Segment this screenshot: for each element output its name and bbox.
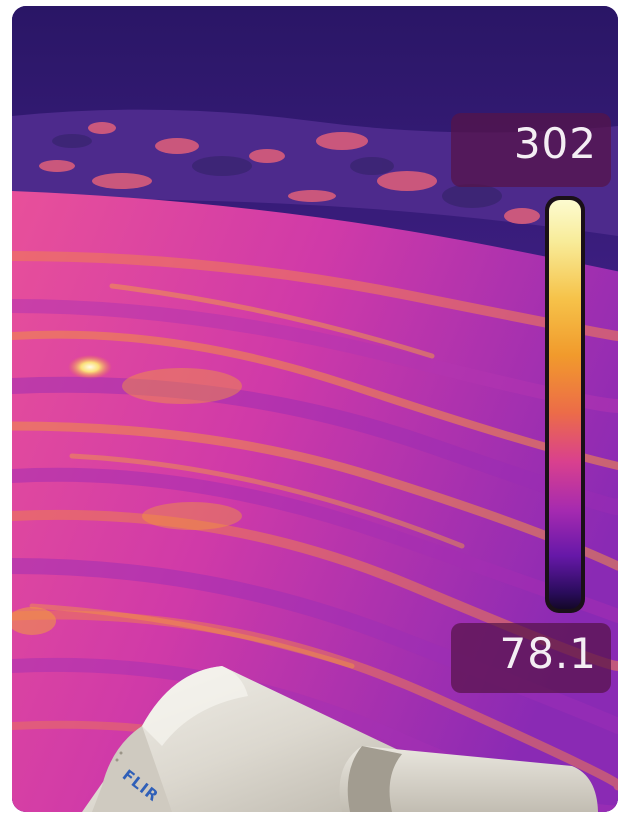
max-temperature-readout: 302 <box>451 113 611 187</box>
camera-housing <box>82 666 598 812</box>
warm-patch <box>12 607 56 635</box>
warm-patch <box>142 502 242 530</box>
hot-spot <box>68 355 112 379</box>
warm-patch <box>122 368 242 404</box>
distant-cool-patches <box>52 134 502 208</box>
distant-warm-patches <box>39 122 540 224</box>
thermal-image-frame: FLIR 302 78.1 <box>12 6 618 812</box>
temperature-scale-bar <box>545 196 585 613</box>
min-temperature-readout: 78.1 <box>451 623 611 693</box>
temperature-scale-gradient <box>549 200 581 609</box>
